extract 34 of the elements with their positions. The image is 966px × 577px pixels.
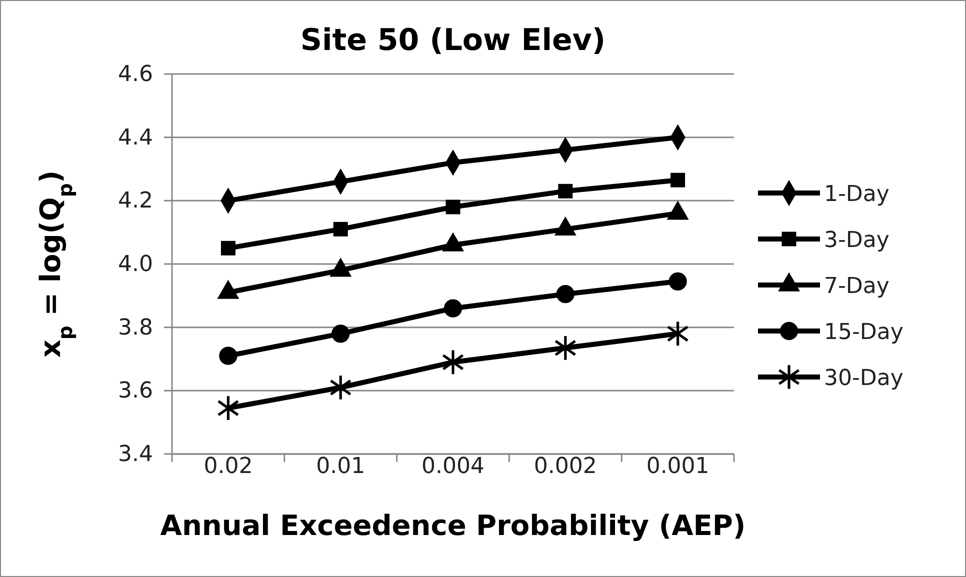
chart-title: Site 50 (Low Elev): [300, 23, 606, 58]
x-tick-label: 0.02: [204, 454, 253, 479]
legend-label: 15-Day: [824, 320, 904, 345]
point: [218, 396, 239, 420]
point: [333, 222, 348, 236]
y-tick-label: 4.4: [118, 125, 153, 150]
y-tick-label: 4.0: [118, 252, 153, 278]
x-tick-label: 0.001: [646, 454, 710, 479]
point: [556, 285, 574, 304]
legend-label: 3-Day: [824, 228, 890, 253]
x-tick-label: 0.01: [316, 454, 366, 479]
y-tick-label: 4.2: [118, 188, 153, 214]
x-tick-label: 0.004: [422, 454, 484, 479]
legend-label: 1-Day: [824, 182, 890, 207]
point: [667, 322, 688, 346]
y-tick-label: 3.8: [118, 315, 153, 340]
point: [444, 299, 462, 318]
point: [446, 200, 460, 214]
point: [668, 272, 687, 290]
y-tick-label: 3.6: [118, 378, 153, 404]
point: [558, 184, 573, 198]
point: [219, 346, 238, 365]
point: [442, 350, 464, 374]
y-tick-label: 3.4: [118, 442, 153, 468]
point: [330, 376, 352, 400]
point: [332, 324, 350, 343]
point: [670, 172, 686, 188]
x-axis-title: Annual Exceedence Probability (AEP): [160, 509, 746, 542]
legend-label: 7-Day: [824, 274, 890, 299]
point: [554, 336, 576, 360]
legend-label: 30-Day: [824, 366, 904, 391]
x-tick-label: 0.002: [534, 454, 597, 479]
y-tick-label: 4.6: [118, 62, 153, 88]
point: [220, 240, 236, 256]
